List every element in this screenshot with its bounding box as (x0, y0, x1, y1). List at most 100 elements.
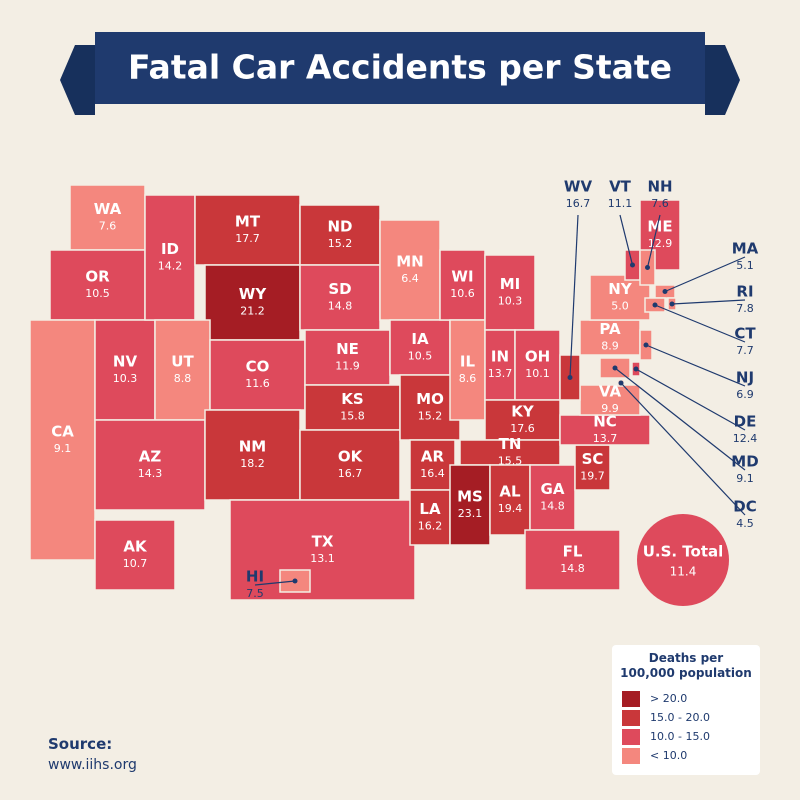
state-abbr: MI (500, 275, 521, 293)
state-value: 7.6 (651, 197, 669, 210)
state-value: 7.7 (736, 344, 754, 357)
state: PA 8.9 (579, 319, 641, 356)
state-abbr: VA (599, 383, 622, 401)
state-abbr: SD (328, 280, 351, 298)
state-region (144, 194, 196, 321)
state-abbr: PA (599, 320, 621, 338)
state-value: 10.5 (85, 287, 110, 300)
leader-line (614, 367, 746, 471)
legend-items: > 20.0 15.0 - 20.0 10.0 - 15.0 < 10.0 (612, 689, 760, 765)
state-abbr: HI (246, 568, 264, 586)
state: UT8.8 (154, 319, 211, 421)
state-region (209, 339, 306, 411)
ribbon-tail (705, 45, 740, 115)
state: MI 10.3 (484, 254, 536, 331)
state-region (449, 319, 486, 421)
state-region (304, 384, 401, 431)
state-abbr: NY (608, 280, 633, 298)
state-abbr: NE (336, 340, 359, 358)
state-value: 19.4 (498, 502, 523, 515)
state-value: 10.3 (498, 295, 523, 308)
state-value: 23.1 (458, 507, 483, 520)
state-value: 14.8 (540, 500, 565, 513)
state-value: 7.8 (736, 302, 754, 315)
state-value: 14.8 (328, 300, 353, 313)
state-value: 10.6 (450, 287, 475, 300)
legend-label: 15.0 - 20.0 (650, 711, 710, 724)
leader-line (254, 580, 296, 586)
legend-swatch (622, 728, 640, 745)
state-abbr: OK (338, 448, 364, 466)
state-abbr: RI (736, 283, 753, 301)
leader-line (654, 304, 746, 343)
state-value: 5.0 (611, 300, 629, 313)
state-value: 6.9 (736, 388, 754, 401)
state-value: 15.2 (328, 237, 353, 250)
state-region (489, 464, 531, 536)
legend-label: < 10.0 (650, 749, 688, 762)
state-value: 10.1 (525, 367, 550, 380)
state-abbr: TX (312, 533, 334, 551)
state: SD 14.8 (299, 264, 381, 331)
state: RI7.8 (667, 283, 754, 315)
leader-dot (669, 301, 675, 307)
state-abbr: ID (161, 240, 179, 258)
state-value: 7.6 (99, 220, 117, 233)
legend-title: Deaths per 100,000 population (620, 651, 752, 680)
state-abbr: NV (113, 353, 138, 371)
state-abbr: WI (451, 268, 473, 286)
leader-dot (643, 342, 649, 348)
state-value: 16.4 (420, 467, 445, 480)
state-value: 16.2 (418, 520, 443, 533)
state-abbr: UT (171, 353, 194, 371)
state-value: 9.1 (736, 472, 754, 485)
state-region (524, 529, 621, 591)
state: LA 16.2 (409, 489, 451, 546)
leader-line (646, 214, 661, 268)
state-region (409, 439, 456, 491)
state-value: 10.7 (123, 557, 148, 570)
legend-item: 15.0 - 20.0 (622, 708, 760, 727)
state: GA 14.8 (529, 464, 576, 531)
state-abbr: OR (85, 268, 110, 286)
state: KS 15.8 (304, 384, 401, 431)
leader-line (664, 256, 746, 293)
state-value: 15.2 (418, 410, 443, 423)
state-abbr: WY (239, 285, 268, 303)
state-value: 11.9 (335, 360, 360, 373)
state: MN6.4 (379, 219, 441, 321)
state-abbr: CA (51, 423, 74, 441)
state-value: 17.6 (510, 422, 535, 435)
state-region (409, 489, 451, 546)
state-abbr: NC (593, 413, 617, 431)
state: CA9.1 (29, 319, 96, 561)
state: MA5.1 (654, 240, 759, 299)
state-abbr: OH (525, 348, 550, 366)
state: IL8.6 (449, 319, 486, 421)
state-abbr: NM (239, 438, 266, 456)
legend-swatch (622, 709, 640, 726)
leader-dot (567, 375, 573, 380)
state-abbr: SC (582, 450, 604, 468)
state-value: 10.3 (113, 372, 138, 385)
state-abbr: MO (416, 390, 444, 408)
state: MD9.1 (599, 357, 759, 485)
state-abbr: VT (609, 178, 632, 196)
legend-swatch (622, 690, 640, 707)
state-value: 6.4 (401, 272, 419, 285)
state-abbr: FL (563, 543, 583, 561)
state: DC4.5 (617, 379, 757, 530)
state-abbr: MD (731, 453, 758, 471)
state-region (94, 519, 176, 591)
